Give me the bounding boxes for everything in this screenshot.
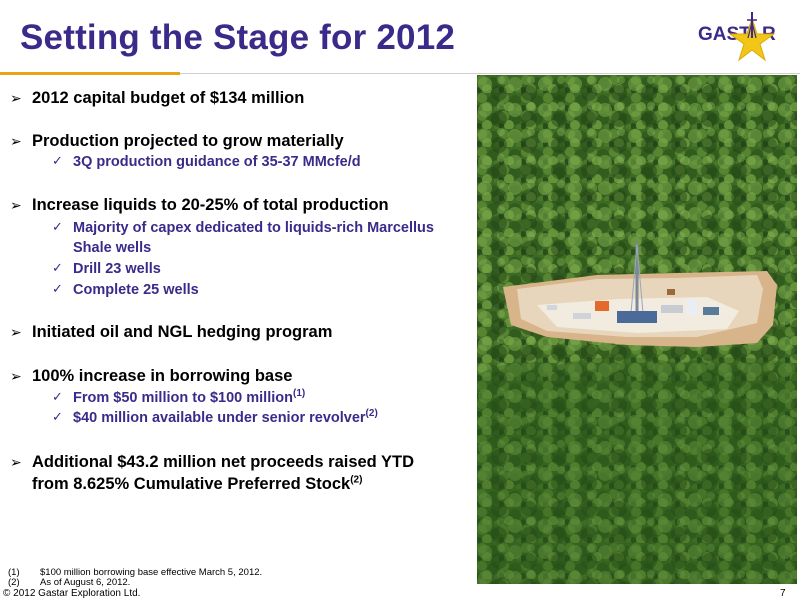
- bullet-2: ➢ Production projected to grow materially: [10, 130, 344, 153]
- checkmark-icon: ✓: [52, 154, 63, 169]
- bullet-5: ➢ 100% increase in borrowing base: [10, 365, 292, 388]
- gastar-logo: GAST R: [698, 12, 776, 62]
- sub-bullet: ✓ $40 million available under senior revo…: [52, 408, 378, 426]
- footnote-2: (2) As of August 6, 2012.: [8, 577, 131, 588]
- sub-bullet: ✓ 3Q production guidance of 35-37 MMcfe/d: [52, 154, 361, 170]
- sub-bullet: ✓ Complete 25 wells: [52, 282, 199, 298]
- arrow-right-icon: ➢: [10, 455, 22, 471]
- sub-bullet-continuation: Shale wells: [73, 240, 152, 256]
- arrow-right-icon: ➢: [10, 325, 22, 341]
- checkmark-icon: ✓: [52, 220, 63, 235]
- arrow-right-icon: ➢: [10, 91, 22, 107]
- title-underline: [180, 73, 800, 74]
- sub-bullet: ✓ Drill 23 wells: [52, 261, 161, 277]
- bullet-3: ➢ Increase liquids to 20-25% of total pro…: [10, 194, 389, 217]
- checkmark-icon: ✓: [52, 390, 63, 405]
- page-number: 7: [780, 588, 786, 599]
- checkmark-icon: ✓: [52, 282, 63, 297]
- copyright: © 2012 Gastar Exploration Ltd.: [3, 588, 141, 599]
- arrow-right-icon: ➢: [10, 198, 22, 214]
- sub-bullet: ✓ From $50 million to $100 million(1): [52, 388, 306, 406]
- sub-bullet: ✓ Majority of capex dedicated to liquids-…: [52, 220, 434, 236]
- slide-title: Setting the Stage for 2012: [20, 18, 456, 57]
- footnote-1: (1) $100 million borrowing base effective…: [8, 567, 263, 578]
- bullet-6: ➢ Additional $43.2 million net proceeds r…: [10, 453, 415, 493]
- aerial-well-pad-photo: [477, 75, 797, 584]
- checkmark-icon: ✓: [52, 261, 63, 276]
- title-underline-accent: [0, 72, 180, 75]
- arrow-right-icon: ➢: [10, 134, 22, 150]
- bullet-4: ➢ Initiated oil and NGL hedging program: [10, 321, 332, 344]
- checkmark-icon: ✓: [52, 410, 63, 425]
- arrow-right-icon: ➢: [10, 369, 22, 385]
- bullet-1: ➢ 2012 capital budget of $134 million: [10, 87, 304, 110]
